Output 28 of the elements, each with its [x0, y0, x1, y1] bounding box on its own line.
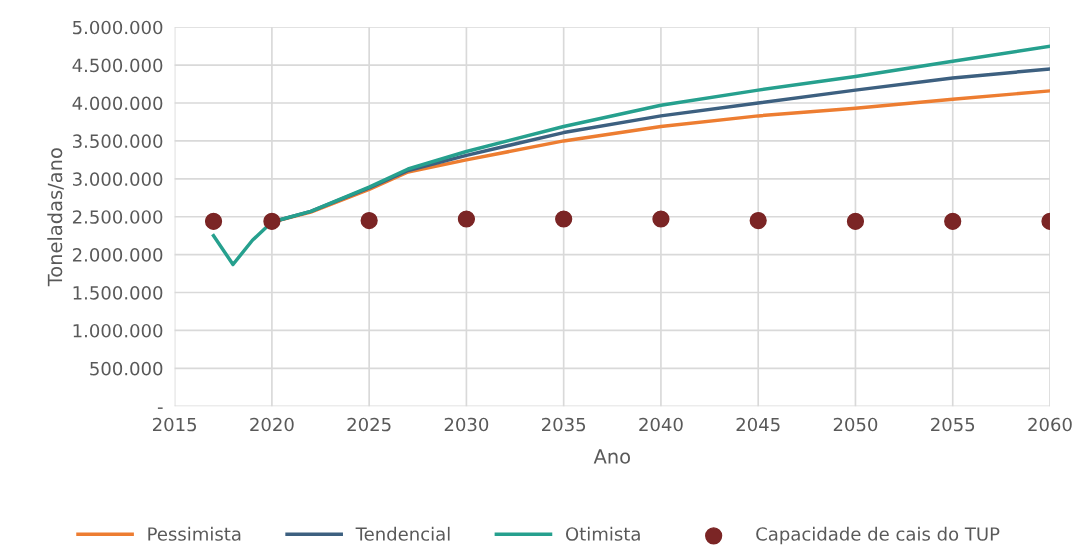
legend-label: Pessimista — [148, 526, 241, 541]
x-tick-label: 2060 — [1028, 417, 1072, 432]
y-tick-label: 5.000.000 — [73, 20, 163, 35]
y-axis-title: Toneladas/ano — [47, 148, 64, 287]
x-tick-label: 2035 — [542, 417, 586, 432]
x-tick-label: 2025 — [347, 417, 391, 432]
y-tick-label: 1.000.000 — [73, 323, 163, 338]
y-tick-label: 3.500.000 — [73, 134, 163, 149]
y-tick-label: 2.500.000 — [72, 210, 163, 224]
x-tick-label: 2045 — [736, 417, 780, 432]
y-tick-label: 4.000.000 — [72, 96, 163, 111]
y-tick-label: 3.000.000 — [73, 172, 163, 186]
y-tick-label: 500.000 — [90, 361, 163, 376]
y-tick-label: 2.000.000 — [72, 248, 163, 262]
legend-label: Otimista — [565, 526, 640, 541]
x-tick-label: 2055 — [931, 417, 975, 432]
x-axis-title: Ano — [593, 449, 630, 464]
y-tick-label: 1.500.000 — [73, 286, 163, 300]
line-series — [211, 44, 1050, 267]
x-tick-label: 2030 — [444, 417, 489, 432]
y-tick-label: - — [157, 407, 163, 409]
x-tick-label: 2040 — [639, 417, 683, 432]
x-tick-label: 2015 — [152, 417, 197, 432]
legend-label: Tendencial — [355, 526, 450, 541]
legend-label: Capacidade de cais do TUP — [756, 526, 1000, 545]
x-tick-label: 2020 — [250, 417, 294, 432]
y-tick-label: 4.500.000 — [72, 58, 163, 73]
x-tick-label: 2050 — [833, 417, 878, 432]
